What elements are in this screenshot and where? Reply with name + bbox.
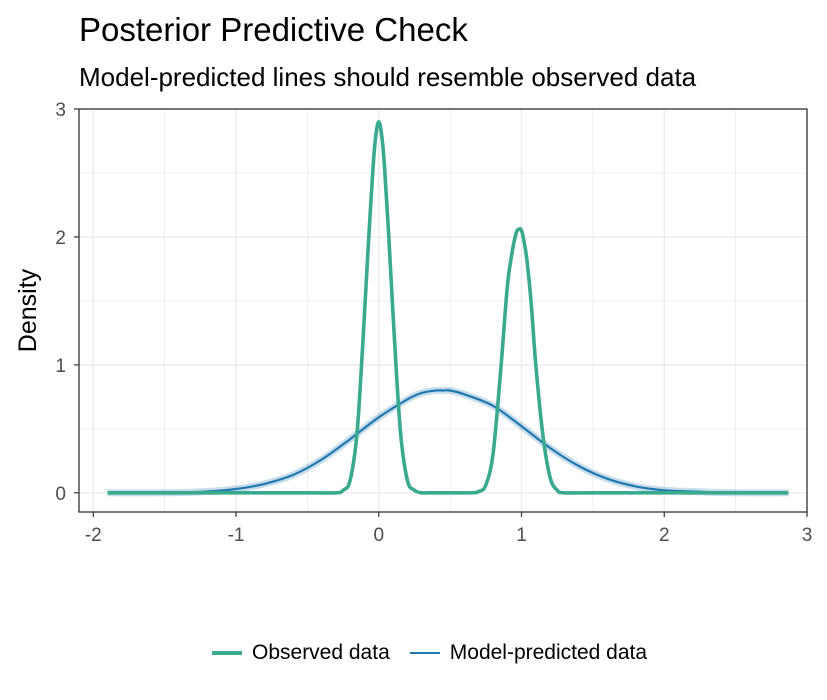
- y-tick-label: 2: [55, 228, 66, 249]
- legend-key-observed: [212, 651, 242, 655]
- x-tick-label: 1: [516, 525, 527, 546]
- axis-ticks: -2 -1 0 1 2 3 0 1 2 3: [55, 100, 812, 546]
- y-axis-title: Density: [14, 268, 42, 352]
- chart-subtitle: Model-predicted lines should resemble ob…: [79, 62, 697, 92]
- x-tick-label: 2: [659, 525, 670, 546]
- legend: Observed data Model-predicted data: [212, 638, 667, 668]
- y-tick-label: 1: [55, 356, 66, 377]
- chart-title: Posterior Predictive Check: [79, 11, 468, 48]
- legend-item-observed: Observed data: [212, 641, 390, 665]
- y-tick-label: 3: [55, 100, 66, 121]
- x-tick-label: -2: [85, 525, 102, 546]
- series-lines: [107, 120, 789, 497]
- x-tick-label: 0: [373, 525, 384, 546]
- x-tick-label: 3: [802, 525, 813, 546]
- density-plot: -2 -1 0 1 2 3 0 1 2 3 Density: [14, 100, 812, 546]
- legend-item-predicted: Model-predicted data: [409, 641, 648, 665]
- legend-key-predicted: [409, 652, 440, 654]
- series-observed-data: [107, 120, 789, 495]
- grid-lines: [79, 108, 808, 512]
- legend-label-observed: Observed data: [252, 641, 390, 664]
- series-model-predicted-band: [107, 386, 789, 497]
- x-tick-label: -1: [228, 525, 245, 546]
- y-tick-label: 0: [55, 484, 66, 505]
- series-model-predicted-data: [107, 389, 789, 494]
- panel-border: [78, 108, 808, 513]
- legend-label-predicted: Model-predicted data: [449, 641, 648, 664]
